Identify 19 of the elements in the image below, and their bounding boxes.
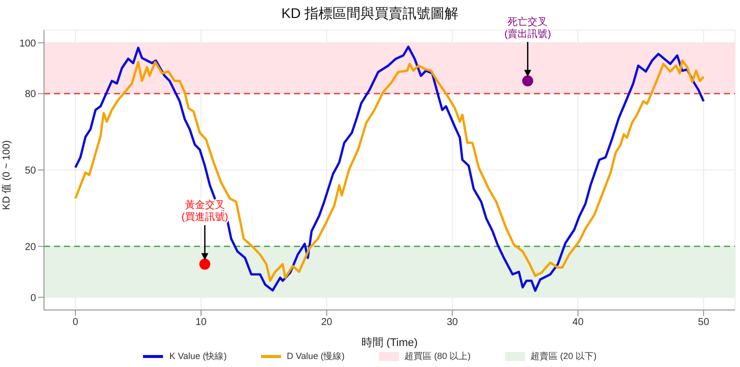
legend-label: 超賣區 (20 以下) [530,350,597,363]
x-tick-label: 20 [321,317,333,328]
y-tick-label: 80 [24,89,36,100]
legend-label: K Value (快線) [169,350,227,363]
legend-label: D Value (慢線) [286,350,345,363]
y-axis-title: KD 值 (0 ~ 100) [2,140,13,210]
y-tick-label: 100 [19,38,36,50]
chart-title: KD 指標區間與買賣訊號圖解 [281,5,459,21]
y-tick-label: 50 [24,166,36,177]
y-tick-label: 20 [24,242,36,253]
legend-label: 超買區 (80 以上) [404,350,471,363]
x-tick-label: 10 [195,317,208,328]
x-axis-title: 時間 (Time) [361,336,418,349]
x-tick-label: 30 [446,317,458,328]
x-tick-label: 50 [698,317,710,328]
x-tick-label: 40 [572,317,584,328]
annotation: 死亡交叉 (賣出訊號) [504,16,552,40]
y-tick-label: 0 [30,292,36,304]
x-tick-label: 0 [72,317,79,328]
